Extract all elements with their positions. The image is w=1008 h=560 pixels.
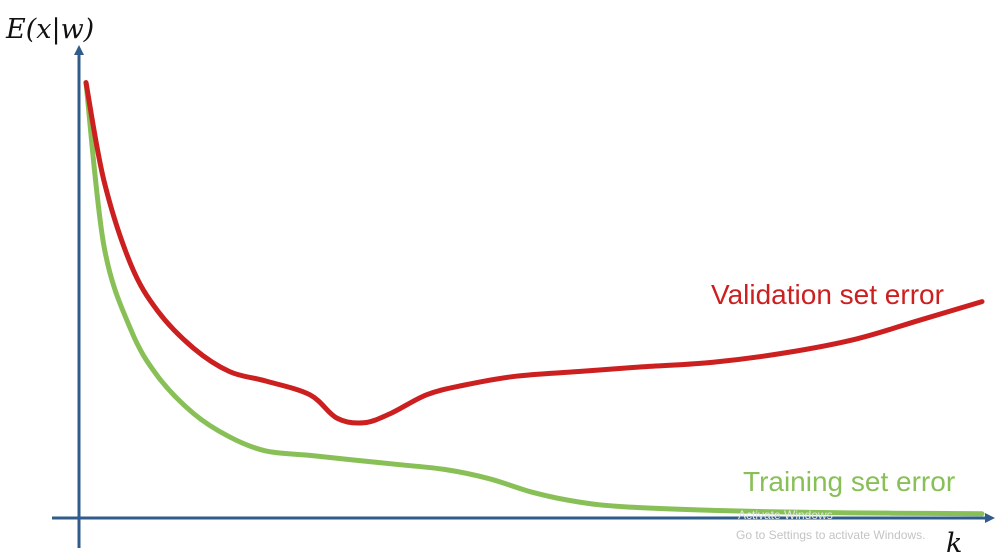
validation-set-error-line bbox=[83, 80, 985, 426]
training-set-error-line bbox=[83, 80, 985, 517]
training-series-label: Training set error bbox=[743, 466, 955, 497]
axes bbox=[52, 45, 995, 548]
validation-series-label: Validation set error bbox=[711, 279, 944, 310]
x-axis-title: k bbox=[946, 528, 962, 559]
series-layer bbox=[83, 80, 985, 517]
watermark-text: Go to Settings to activate Windows. bbox=[736, 528, 926, 542]
y-axis-title: E(x|w) bbox=[5, 14, 94, 45]
watermark-title: Activate Windows bbox=[738, 508, 833, 522]
